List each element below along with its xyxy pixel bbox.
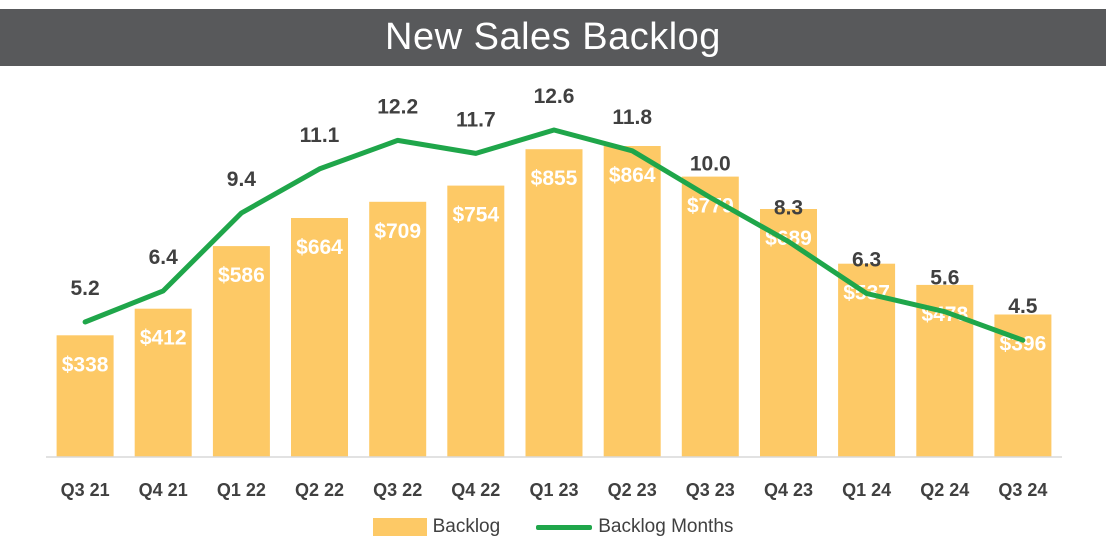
bar-q4-21 <box>134 308 192 457</box>
line-value-label: 11.1 <box>300 124 340 147</box>
x-tick-label: Q4 21 <box>139 480 188 500</box>
line-value-label: 6.3 <box>852 249 881 272</box>
bar-q2-23 <box>603 146 661 457</box>
legend-swatch-bar <box>372 518 427 536</box>
legend-item-backlog-months: Backlog Months <box>536 516 733 538</box>
x-tick-label: Q1 24 <box>842 480 891 500</box>
line-value-label: 5.6 <box>930 267 959 290</box>
legend: Backlog Backlog Months <box>0 513 1106 541</box>
x-tick-label: Q3 22 <box>373 480 422 500</box>
bar-value-label: $664 <box>296 236 343 259</box>
bar-q2-22 <box>291 218 348 457</box>
legend-item-backlog: Backlog <box>372 516 501 538</box>
x-tick-label: Q3 21 <box>61 480 110 500</box>
line-value-label: 11.7 <box>456 108 496 131</box>
x-tick-label: Q1 23 <box>529 480 578 500</box>
bar-q1-22 <box>212 246 270 457</box>
bar-value-label: $864 <box>609 164 656 187</box>
x-tick-label: Q2 22 <box>295 480 344 500</box>
bar-q3-23 <box>681 176 739 457</box>
bar-q4-23 <box>760 209 817 457</box>
x-tick-label: Q3 24 <box>998 480 1047 500</box>
bar-value-label: $754 <box>452 204 499 227</box>
line-value-label: 12.6 <box>534 85 575 108</box>
bar-q4-22 <box>447 185 505 457</box>
legend-label-backlog: Backlog <box>432 516 501 537</box>
bar-q3-22 <box>369 201 427 457</box>
bar-q1-23 <box>525 149 583 457</box>
line-value-label: 6.4 <box>149 246 179 269</box>
line-value-label: 5.2 <box>70 277 99 300</box>
line-value-label: 8.3 <box>774 197 803 220</box>
x-tick-label: Q4 23 <box>764 480 813 500</box>
line-value-label: 9.4 <box>227 168 257 191</box>
line-value-label: 11.8 <box>612 106 652 129</box>
legend-swatch-line <box>536 524 593 530</box>
x-tick-label: Q4 22 <box>451 480 500 500</box>
x-tick-label: Q1 22 <box>217 480 266 500</box>
bar-value-label: $709 <box>374 220 421 243</box>
line-value-label: 12.2 <box>377 95 418 118</box>
x-tick-label: Q3 23 <box>686 480 735 500</box>
chart-plot: $338$412$586$664$709$754$855 $864$779$689… <box>46 85 1062 500</box>
bar-value-label: $412 <box>140 327 187 350</box>
legend-label-backlog-months: Backlog Months <box>598 516 734 537</box>
line-value-label: 10.0 <box>690 153 731 176</box>
title-bar: New Sales Backlog <box>0 9 1106 66</box>
bar-q3-21 <box>56 335 114 457</box>
x-tick-label: Q2 24 <box>920 480 969 500</box>
line-value-label: 4.5 <box>1008 295 1038 318</box>
bar-value-label: $779 <box>687 195 734 218</box>
x-tick-label: Q2 23 <box>608 480 657 500</box>
bar-value-label: $338 <box>62 353 109 376</box>
bar-value-label: $855 <box>531 167 578 190</box>
bar-value-label: $586 <box>218 264 265 287</box>
chart-title: New Sales Backlog <box>385 16 721 58</box>
